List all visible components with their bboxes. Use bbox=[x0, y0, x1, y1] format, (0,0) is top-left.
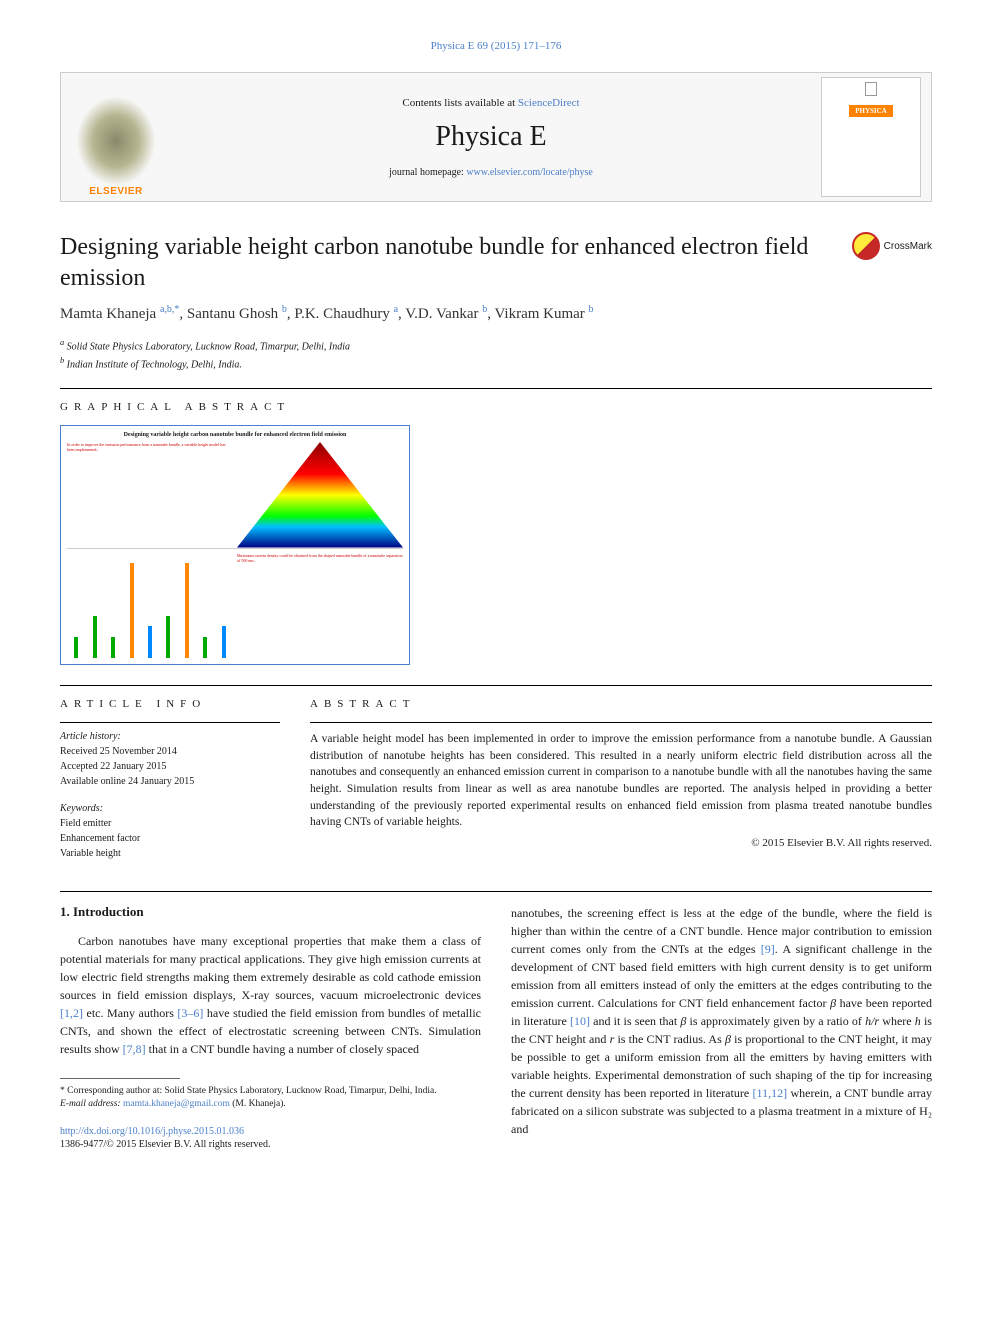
abstract-column: abstract A variable height model has bee… bbox=[310, 698, 932, 861]
ga-bar bbox=[148, 626, 152, 658]
ref-link[interactable]: [1,2] bbox=[60, 1006, 83, 1020]
abstract-copyright: © 2015 Elsevier B.V. All rights reserved… bbox=[310, 837, 932, 849]
date-received: Received 25 November 2014 bbox=[60, 744, 280, 759]
body-columns: 1. Introduction Carbon nanotubes have ma… bbox=[60, 904, 932, 1150]
ga-bar-chart bbox=[67, 553, 233, 659]
author-1: Mamta Khaneja bbox=[60, 306, 156, 322]
divider bbox=[60, 388, 932, 389]
ga-top-panel: In order to improve the emission perform… bbox=[67, 442, 403, 548]
graphical-abstract-label: graphical abstract bbox=[60, 401, 932, 413]
page: Physica E 69 (2015) 171–176 ELSEVIER Con… bbox=[0, 0, 992, 1190]
journal-name: Physica E bbox=[181, 121, 801, 153]
keyword: Field emitter bbox=[60, 816, 280, 831]
affiliation-a-text: Solid State Physics Laboratory, Lucknow … bbox=[67, 342, 350, 353]
email-label: E-mail address: bbox=[60, 1099, 123, 1109]
cover-thumb-icon bbox=[865, 82, 877, 96]
divider bbox=[60, 685, 932, 686]
cover-badge: PHYSICA bbox=[849, 105, 893, 117]
ga-bar bbox=[111, 637, 115, 658]
corresponding-author-footnote: * Corresponding author at: Solid State P… bbox=[60, 1085, 481, 1098]
ref-link[interactable]: [11,12] bbox=[753, 1086, 788, 1100]
ga-text-right: Maximum current density could be obtaine… bbox=[237, 553, 403, 659]
affiliations: a Solid State Physics Laboratory, Luckno… bbox=[60, 337, 932, 372]
ga-bar bbox=[93, 616, 97, 658]
ga-bar bbox=[130, 563, 134, 658]
date-online: Available online 24 January 2015 bbox=[60, 774, 280, 789]
keyword: Variable height bbox=[60, 846, 280, 861]
abstract-text: A variable height model has been impleme… bbox=[310, 731, 932, 831]
author-2-aff: b bbox=[282, 304, 287, 315]
ref-link[interactable]: [10] bbox=[570, 1014, 590, 1028]
divider bbox=[310, 722, 932, 723]
affiliation-b: b Indian Institute of Technology, Delhi,… bbox=[60, 355, 932, 372]
affiliation-a: a Solid State Physics Laboratory, Luckno… bbox=[60, 337, 932, 354]
article-info: article info Article history: Received 2… bbox=[60, 698, 280, 861]
keyword: Enhancement factor bbox=[60, 831, 280, 846]
email-footnote: E-mail address: mamta.khaneja@gmail.com … bbox=[60, 1098, 481, 1111]
journal-banner: ELSEVIER Contents lists available at Sci… bbox=[60, 72, 932, 202]
abstract-label: abstract bbox=[310, 698, 932, 710]
crossmark-badge[interactable]: CrossMark bbox=[852, 232, 932, 260]
title-row: Designing variable height carbon nanotub… bbox=[60, 232, 932, 294]
ga-bar bbox=[74, 637, 78, 658]
ref-link[interactable]: [7,8] bbox=[123, 1042, 146, 1056]
header-citation: Physica E 69 (2015) 171–176 bbox=[60, 40, 932, 52]
affiliation-b-text: Indian Institute of Technology, Delhi, I… bbox=[67, 359, 242, 370]
elsevier-logo[interactable]: ELSEVIER bbox=[61, 72, 171, 202]
ga-title: Designing variable height carbon nanotub… bbox=[67, 432, 403, 438]
column-left: 1. Introduction Carbon nanotubes have ma… bbox=[60, 904, 481, 1150]
ga-surface-plot bbox=[237, 442, 403, 548]
keywords-label: Keywords: bbox=[60, 803, 280, 814]
author-4-aff: b bbox=[482, 304, 487, 315]
contents-line: Contents lists available at ScienceDirec… bbox=[181, 97, 801, 109]
author-4: V.D. Vankar bbox=[405, 306, 478, 322]
ga-bottom-panel: Maximum current density could be obtaine… bbox=[67, 548, 403, 659]
graphical-abstract-figure: Designing variable height carbon nanotub… bbox=[60, 425, 410, 665]
contents-prefix: Contents lists available at bbox=[402, 97, 517, 109]
author-3-aff: a bbox=[394, 304, 398, 315]
authors: Mamta Khaneja a,b,*, Santanu Ghosh b, P.… bbox=[60, 304, 932, 323]
date-accepted: Accepted 22 January 2015 bbox=[60, 759, 280, 774]
homepage-prefix: journal homepage: bbox=[389, 167, 466, 178]
history-dates: Received 25 November 2014 Accepted 22 Ja… bbox=[60, 744, 280, 789]
history-label: Article history: bbox=[60, 731, 280, 742]
column-right: nanotubes, the screening effect is less … bbox=[511, 904, 932, 1150]
intro-paragraph: Carbon nanotubes have many exceptional p… bbox=[60, 932, 481, 1058]
ga-bar bbox=[185, 563, 189, 658]
author-2: Santanu Ghosh bbox=[187, 306, 278, 322]
divider bbox=[60, 891, 932, 892]
ga-text-left: In order to improve the emission perform… bbox=[67, 442, 233, 548]
doi-anchor[interactable]: http://dx.doi.org/10.1016/j.physe.2015.0… bbox=[60, 1126, 244, 1137]
ref-link[interactable]: [9] bbox=[761, 942, 775, 956]
email-link[interactable]: mamta.khaneja@gmail.com bbox=[123, 1099, 230, 1109]
keywords-list: Field emitter Enhancement factor Variabl… bbox=[60, 816, 280, 861]
footnote-separator bbox=[60, 1078, 180, 1079]
author-5: Vikram Kumar bbox=[494, 306, 584, 322]
info-abstract-row: article info Article history: Received 2… bbox=[60, 698, 932, 861]
ga-bar bbox=[203, 637, 207, 658]
article-title: Designing variable height carbon nanotub… bbox=[60, 232, 832, 294]
ga-bar bbox=[166, 616, 170, 658]
homepage-line: journal homepage: www.elsevier.com/locat… bbox=[181, 167, 801, 178]
sciencedirect-link[interactable]: ScienceDirect bbox=[518, 97, 580, 109]
author-5-aff: b bbox=[589, 304, 594, 315]
copyright-footer: 1386-9477/© 2015 Elsevier B.V. All right… bbox=[60, 1139, 481, 1150]
ga-bar bbox=[222, 626, 226, 658]
elsevier-tree-icon bbox=[76, 96, 156, 186]
elsevier-text: ELSEVIER bbox=[89, 186, 142, 197]
crossmark-icon bbox=[852, 232, 880, 260]
article-info-label: article info bbox=[60, 698, 280, 710]
author-1-aff: a,b,* bbox=[160, 304, 179, 315]
crossmark-text: CrossMark bbox=[884, 241, 932, 252]
email-suffix: (M. Khaneja). bbox=[230, 1099, 286, 1109]
homepage-link[interactable]: www.elsevier.com/locate/physe bbox=[466, 167, 593, 178]
intro-heading: 1. Introduction bbox=[60, 904, 481, 920]
doi-link[interactable]: http://dx.doi.org/10.1016/j.physe.2015.0… bbox=[60, 1126, 481, 1137]
banner-center: Contents lists available at ScienceDirec… bbox=[171, 87, 811, 188]
intro-paragraph-cont: nanotubes, the screening effect is less … bbox=[511, 904, 932, 1138]
ref-link[interactable]: [3–6] bbox=[177, 1006, 203, 1020]
journal-cover: PHYSICA bbox=[821, 77, 921, 197]
author-3: P.K. Chaudhury bbox=[294, 306, 389, 322]
divider bbox=[60, 722, 280, 723]
